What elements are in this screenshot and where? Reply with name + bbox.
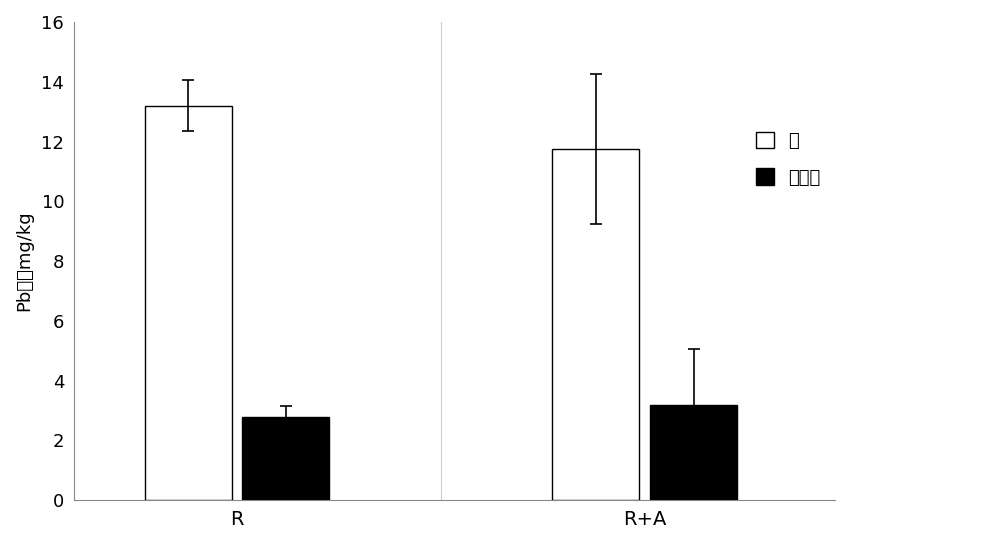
Bar xyxy=(242,417,329,500)
Y-axis label: Pb含量mg/kg: Pb含量mg/kg xyxy=(15,211,33,312)
Bar xyxy=(145,106,232,500)
Bar xyxy=(552,149,639,500)
Legend: 根, 地上部: 根, 地上部 xyxy=(750,127,826,192)
Bar xyxy=(650,405,737,500)
